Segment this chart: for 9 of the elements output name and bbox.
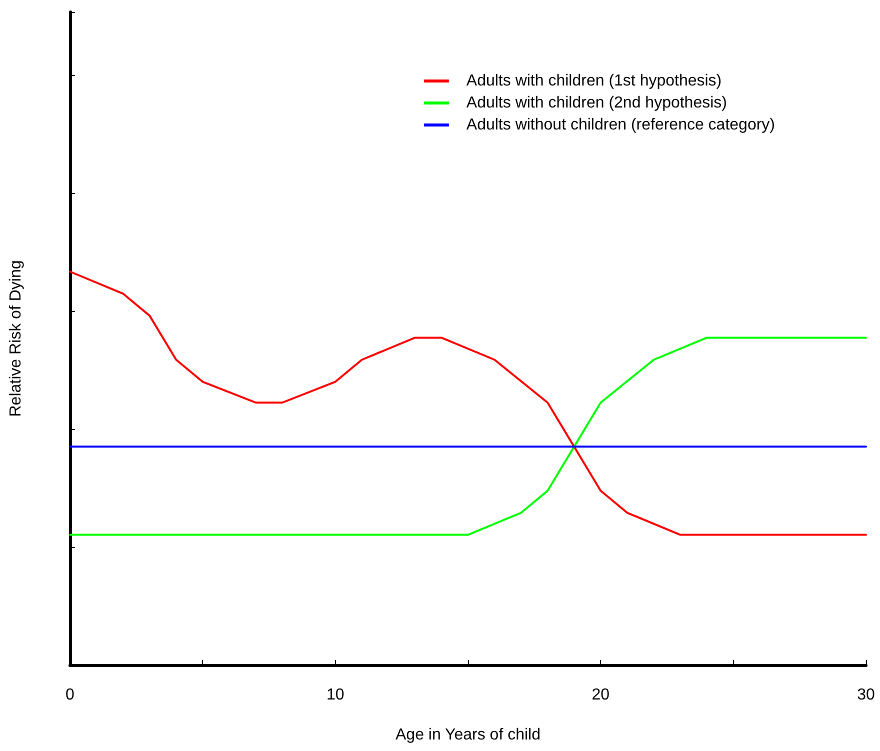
x-tick-label: 20 — [592, 686, 610, 704]
x-axis-title: Age in Years of child — [396, 726, 540, 744]
y-axis-title: Relative Risk of Dying — [8, 260, 24, 417]
legend-label: Adults with children (1st hypothesis) — [466, 72, 722, 90]
x-tick-label: 0 — [66, 686, 75, 704]
x-tick-label: 30 — [857, 686, 875, 704]
x-tick-label: 10 — [326, 686, 344, 704]
legend-label: Adults without children (reference category) — [466, 116, 775, 134]
legend-label: Adults with children (2nd hypothesis) — [466, 94, 727, 112]
